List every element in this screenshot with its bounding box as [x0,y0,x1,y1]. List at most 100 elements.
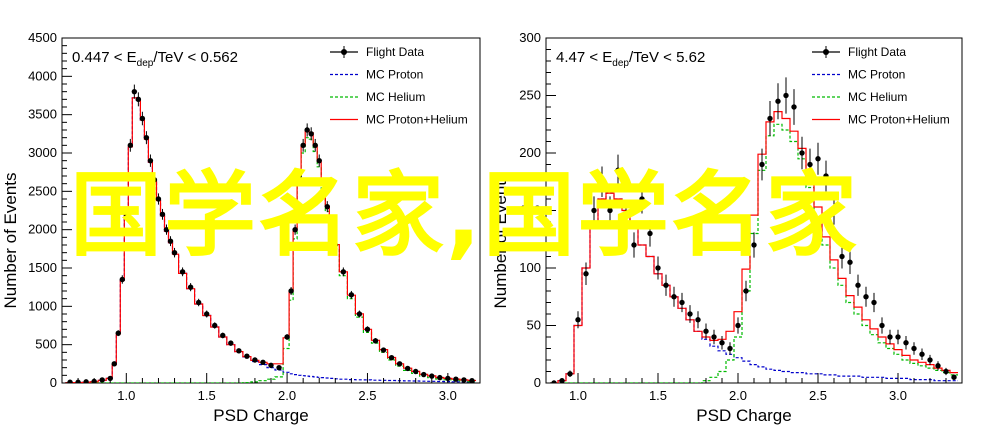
data-point [847,259,853,265]
data-point [703,328,709,334]
legend-label: MC Proton [366,68,423,82]
data-point [823,173,829,179]
data-point [187,284,194,290]
x-tick-label: 2.5 [358,388,376,403]
data-point [647,230,653,237]
data-point [919,351,925,357]
data-point [421,371,427,378]
data-point [735,322,741,329]
legend-mc-helium: MC Helium [812,90,907,104]
y-tick-label: 150 [519,203,541,218]
data-point [276,364,282,371]
data-point [831,207,837,214]
data-point [567,371,573,377]
data-point [412,368,419,375]
y-tick-label: 4000 [28,68,57,83]
y-tick-label: 200 [519,145,541,160]
data-point [839,253,845,260]
data-point [469,378,475,383]
data-point [743,288,749,294]
y-tick-label: 250 [519,88,541,103]
legend-label: MC Helium [366,90,425,104]
data-point [775,98,781,104]
data-point [751,242,757,248]
data-point [135,96,142,103]
x-axis-label: PSD Charge [213,406,308,425]
data-point [364,326,371,333]
data-point [639,196,645,202]
legend-mc-total: MC Proton+Helium [330,113,468,127]
y-tick-label: 1000 [28,298,57,313]
data-point [179,269,186,275]
data-point [388,355,395,361]
y-tick-label: 1500 [28,260,57,275]
data-point [304,127,310,133]
data-point [147,157,154,164]
y-tick-label: 300 [519,30,541,45]
data-point [855,282,861,288]
data-point [887,334,893,340]
y-tick-label: 2000 [28,222,57,237]
data-point [799,150,805,156]
data-point [895,334,901,340]
data-point [783,92,789,99]
series-mc-helium [66,137,476,383]
series-mc-total [65,97,476,383]
y-tick-label: 50 [527,318,541,333]
data-point [911,345,917,352]
data-point [453,376,459,382]
data-point [583,271,589,277]
y-tick-label: 500 [35,337,57,352]
data-point [203,311,210,317]
legend-mc-proton: MC Proton [812,68,905,82]
data-point [111,361,117,367]
data-point [903,340,909,346]
data-point [195,299,202,306]
y-axis-label: Number of Events [491,172,510,308]
data-point [380,347,387,353]
energy-range-label: 0.447 < Edep/TeV < 0.562 [72,49,238,69]
data-point [163,226,170,233]
data-point [115,330,121,336]
data-point [99,377,105,383]
x-tick-label: 1.0 [117,388,135,403]
data-point [123,211,130,218]
plot-area [550,77,958,383]
data-point [139,115,146,122]
x-tick-label: 2.5 [809,388,827,403]
data-point [244,353,250,359]
x-tick-label: 2.0 [729,388,747,403]
data-point [340,269,347,275]
data-point [151,177,158,183]
data-point [631,242,637,248]
data-point [951,374,957,380]
legend-label: Flight Data [366,45,424,59]
data-point [663,282,669,288]
data-point [927,357,933,363]
data-point [312,142,318,149]
data-point [296,173,302,179]
data-point [591,207,597,214]
data-point [687,311,693,317]
data-point [935,363,941,369]
data-point [356,311,363,317]
data-point [671,294,677,300]
data-point [288,288,294,294]
data-point [159,211,166,218]
legend-label: MC Proton [848,68,905,82]
data-point [943,368,949,375]
legend-label: MC Proton+Helium [366,113,468,127]
data-point [252,357,258,363]
series-mc-proton [65,97,476,383]
data-point [607,207,613,214]
x-tick-label: 3.0 [889,388,907,403]
y-tick-label: 100 [519,260,541,275]
data-point [155,196,162,202]
data-point [807,161,813,168]
x-tick-label: 3.0 [439,388,457,403]
data-point [759,161,765,168]
data-point [679,299,685,306]
x-axis-label: PSD Charge [696,406,791,425]
data-point [320,180,326,187]
